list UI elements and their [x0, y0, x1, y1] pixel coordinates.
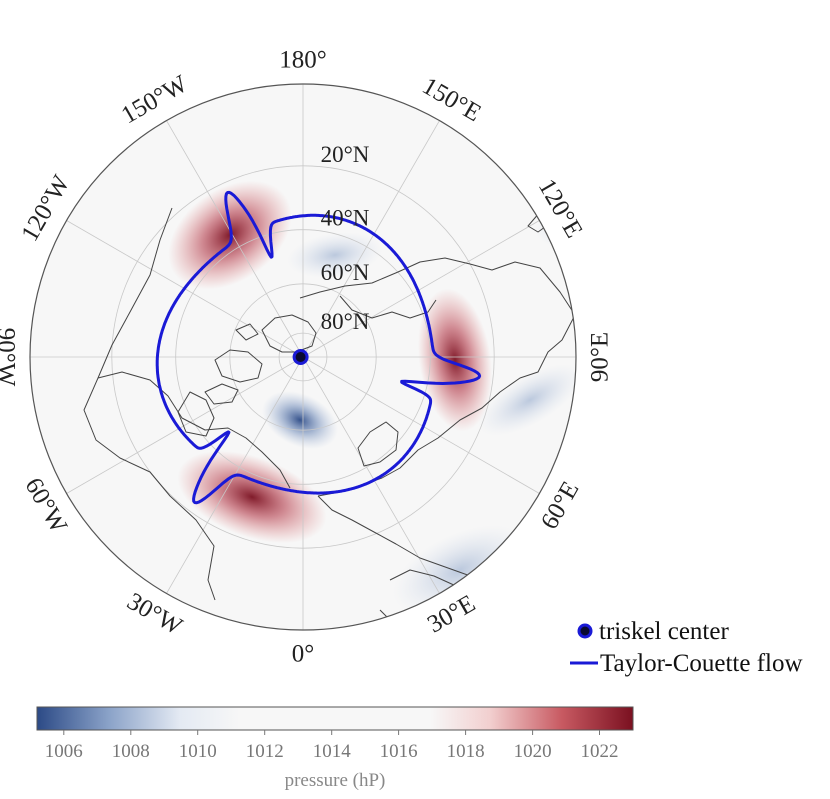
latitude-label: 20°N [321, 142, 370, 167]
longitude-label: 90°E [587, 332, 614, 382]
colorbar: 1006 1008 1010 1012 1014 1016 1018 1020 1022 pre… [36, 706, 634, 791]
meridian-line [302, 356, 540, 494]
latitude-label: 60°N [321, 260, 370, 285]
coastline-north-america [83, 207, 291, 601]
high-pressure-atlantic [177, 450, 327, 544]
high-pressure-asia [417, 288, 493, 432]
meridian-line [302, 220, 540, 358]
colorbar-tick-label: 1010 [179, 741, 217, 762]
colorbar-tick-label: 1018 [447, 741, 485, 762]
triskel-center-marker [292, 349, 309, 365]
colorbar-tick-label: 1022 [581, 741, 619, 762]
low-pressure-central-asia [478, 364, 576, 436]
longitude-label: 180° [279, 47, 327, 74]
low-pressure-greenland [262, 390, 338, 450]
colorbar-ticks: 1006 1008 1010 1012 1014 1016 1018 1020 1022 [45, 730, 619, 762]
latitude-label: 40°N [321, 206, 370, 231]
latitude-labels: 20°N 40°N 60°N 80°N [321, 142, 370, 334]
coastline-siberia [339, 295, 437, 319]
colorbar-tick-label: 1016 [380, 741, 418, 762]
legend-label-taylor-couette-flow: Taylor-Couette flow [600, 650, 803, 677]
meridian-line [302, 356, 440, 594]
colorbar-tick-label: 1012 [246, 741, 284, 762]
coastline-greenland [261, 314, 317, 353]
longitude-label: 90°W [0, 328, 20, 387]
colorbar-tick-label: 1006 [45, 741, 83, 762]
meridian-line [302, 120, 440, 358]
map-rim [29, 83, 577, 631]
colorbar-tick-label: 1020 [514, 741, 552, 762]
colorbar-tick-label: 1014 [313, 741, 352, 762]
coastline-hudson [177, 391, 215, 437]
colorbar-tick-label: 1008 [112, 741, 150, 762]
latitude-label: 80°N [321, 309, 370, 334]
colorbar-gradient [36, 706, 634, 731]
longitude-label: 0° [292, 641, 315, 668]
low-pressure-siberia [287, 232, 383, 278]
legend-label-triskel-center: triskel center [599, 618, 729, 645]
colorbar-title: pressure (hP) [285, 770, 386, 791]
legend-dot-marker [577, 623, 593, 639]
coastline-scandinavia [357, 421, 399, 467]
coastline-arctic-islands [204, 323, 263, 405]
meridian-line [66, 356, 304, 494]
legend: triskel center Taylor-Couette flow [570, 618, 803, 677]
taylor-couette-flow-line [155, 190, 482, 505]
meridian-line [166, 120, 304, 358]
